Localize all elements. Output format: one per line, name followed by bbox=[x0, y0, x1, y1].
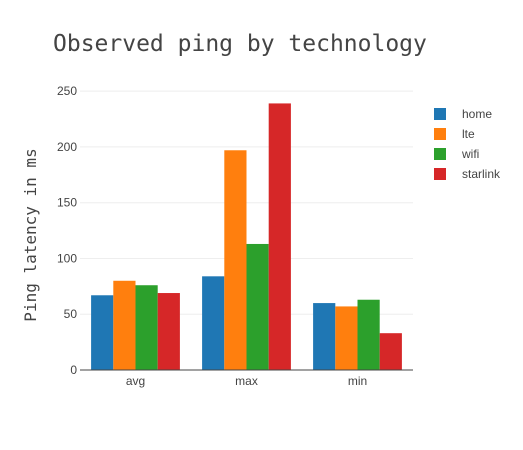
bar-home-avg bbox=[91, 295, 114, 370]
bar-starlink-max bbox=[268, 103, 291, 370]
y-tick-label: 0 bbox=[70, 363, 77, 377]
bar-home-min bbox=[313, 303, 336, 370]
bar-wifi-max bbox=[246, 243, 269, 370]
legend-item-wifi: wifi bbox=[434, 147, 479, 161]
legend-item-lte: lte bbox=[434, 127, 475, 141]
y-tick-label: 200 bbox=[57, 140, 77, 154]
legend-item-home: home bbox=[434, 107, 492, 121]
x-tick-labels: avg max min bbox=[126, 374, 367, 388]
y-tick-label: 50 bbox=[64, 307, 78, 321]
legend-swatch bbox=[434, 168, 446, 180]
legend-item-starlink: starlink bbox=[434, 167, 501, 181]
legend: home lte wifi starlink bbox=[434, 107, 501, 181]
legend-swatch bbox=[434, 128, 446, 140]
bar-lte-avg bbox=[113, 280, 136, 370]
bar-wifi-min bbox=[357, 299, 380, 370]
bar-starlink-min bbox=[379, 333, 402, 370]
legend-label: starlink bbox=[462, 167, 501, 181]
x-tick-label: max bbox=[235, 374, 258, 388]
x-tick-label: min bbox=[348, 374, 367, 388]
chart-title: Observed ping by technology bbox=[53, 31, 427, 57]
bars bbox=[91, 103, 402, 370]
bar-home-max bbox=[202, 276, 225, 370]
y-tick-label: 250 bbox=[57, 84, 77, 98]
bar-starlink-avg bbox=[157, 293, 180, 370]
legend-label: lte bbox=[462, 127, 475, 141]
legend-swatch bbox=[434, 148, 446, 160]
x-tick-label: avg bbox=[126, 374, 145, 388]
y-axis-label: Ping latency in ms bbox=[21, 148, 40, 321]
legend-label: home bbox=[462, 107, 492, 121]
y-tick-label: 100 bbox=[57, 251, 77, 265]
y-tick-label: 150 bbox=[57, 196, 77, 210]
legend-label: wifi bbox=[461, 147, 479, 161]
legend-swatch bbox=[434, 108, 446, 120]
y-tick-labels: 0 50 100 150 200 250 bbox=[57, 84, 77, 377]
bar-lte-min bbox=[335, 306, 358, 370]
bar-wifi-avg bbox=[135, 285, 158, 370]
bar-lte-max bbox=[224, 150, 247, 370]
